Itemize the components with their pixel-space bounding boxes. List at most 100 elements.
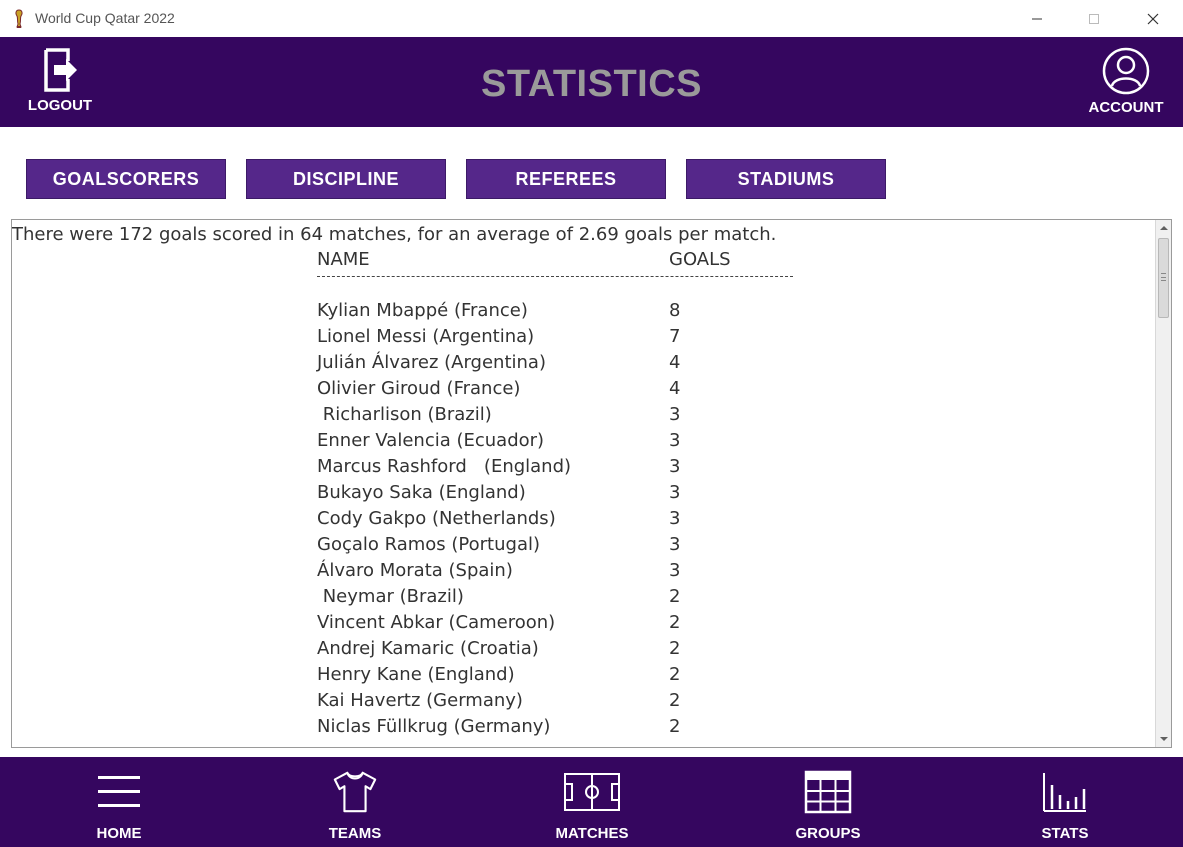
minimize-icon [1032,18,1042,19]
player-name: Enner Valencia (Ecuador) [317,430,545,451]
nav-groups[interactable]: GROUPS [758,769,898,842]
window-title: World Cup Qatar 2022 [35,10,175,26]
table-row: Enner Valencia (Ecuador) 3 [12,430,1152,456]
menu-icon [98,776,140,807]
account-label: ACCOUNT [1088,99,1164,116]
table-row: Niclas Füllkrug (Germany) 2 [12,716,1152,742]
nav-stats[interactable]: STATS [995,769,1135,842]
player-goals: 2 [669,716,681,737]
nav-stats-label: STATS [1041,825,1089,842]
player-name: Neymar (Brazil) [317,586,464,607]
bottom-nav: HOME TEAMS MATCHES [0,757,1183,847]
player-goals: 2 [669,690,681,711]
summary-text: There were 172 goals scored in 64 matche… [12,224,777,245]
column-header-goals: GOALS [669,249,731,270]
nav-home-label: HOME [96,825,142,842]
nav-teams-label: TEAMS [328,825,382,842]
grid-icon [804,770,852,814]
player-name: Niclas Füllkrug (Germany) [317,716,551,737]
table-row: Marcus Rashford (England) 3 [12,456,1152,482]
player-name: Kylian Mbappé (France) [317,300,528,321]
table-row: Andrej Kamaric (Croatia) 2 [12,638,1152,664]
scorer-list: Kylian Mbappé (France) 8 Lionel Messi (Arg… [12,300,1152,742]
nav-home[interactable]: HOME [49,769,189,842]
player-goals: 3 [669,508,681,529]
player-name: Henry Kane (England) [317,664,515,685]
maximize-icon [1089,13,1099,24]
player-goals: 7 [669,326,681,347]
player-goals: 3 [669,456,681,477]
scroll-down-button[interactable] [1156,731,1171,747]
player-name: Lionel Messi (Argentina) [317,326,535,347]
player-name: Cody Gakpo (Netherlands) [317,508,556,529]
tab-discipline[interactable]: DISCIPLINE [246,159,446,199]
shirt-icon [333,771,377,813]
table-row: Julián Álvarez (Argentina) 4 [12,352,1152,378]
arrow-down-icon [1160,737,1168,741]
player-goals: 2 [669,664,681,685]
logout-label: LOGOUT [27,97,93,114]
vertical-scrollbar[interactable] [1155,220,1171,747]
tab-goalscorers[interactable]: GOALSCORERS [26,159,226,199]
table-row: Henry Kane (England) 2 [12,664,1152,690]
table-row: Olivier Giroud (France) 4 [12,378,1152,404]
scroll-thumb[interactable] [1158,238,1169,318]
nav-groups-label: GROUPS [795,825,861,842]
table-row: Álvaro Morata (Spain) 3 [12,560,1152,586]
table-row: Richarlison (Brazil) 3 [12,404,1152,430]
arrow-up-icon [1160,226,1168,230]
table-row: Kylian Mbappé (France) 8 [12,300,1152,326]
player-name: Andrej Kamaric (Croatia) [317,638,539,659]
player-name: Álvaro Morata (Spain) [317,560,513,581]
pitch-icon [564,773,620,811]
account-button[interactable]: ACCOUNT [1083,47,1169,116]
trophy-icon [15,9,23,28]
close-button[interactable] [1130,0,1176,37]
player-name: Goçalo Ramos (Portugal) [317,534,541,555]
separator-line [317,276,793,277]
player-name: Richarlison (Brazil) [317,404,492,425]
player-name: Marcus Rashford (England) [317,456,572,477]
maximize-button[interactable] [1071,0,1117,37]
player-name: Kai Havertz (Germany) [317,690,523,711]
table-row: Bukayo Saka (England) 3 [12,482,1152,508]
app-header: LOGOUT STATISTICS ACCOUNT [0,37,1183,127]
player-goals: 3 [669,534,681,555]
player-goals: 3 [669,482,681,503]
player-goals: 2 [669,586,681,607]
table-row: Neymar (Brazil) 2 [12,586,1152,612]
table-row: Cody Gakpo (Netherlands) 3 [12,508,1152,534]
nav-teams[interactable]: TEAMS [285,769,425,842]
logout-icon [44,48,77,92]
tab-stadiums[interactable]: STADIUMS [686,159,886,199]
player-name: Olivier Giroud (France) [317,378,521,399]
grip-icon [1161,273,1166,281]
player-goals: 4 [669,352,681,373]
tab-referees[interactable]: REFEREES [466,159,666,199]
player-goals: 2 [669,638,681,659]
window-titlebar: World Cup Qatar 2022 [0,0,1183,37]
table-row: Vincent Abkar (Cameroon) 2 [12,612,1152,638]
scroll-up-button[interactable] [1156,220,1171,236]
player-name: Bukayo Saka (England) [317,482,526,503]
player-name: Vincent Abkar (Cameroon) [317,612,556,633]
table-row: Kai Havertz (Germany) 2 [12,690,1152,716]
player-name: Julián Álvarez (Argentina) [317,352,546,373]
bar-chart-icon [1043,773,1086,812]
stats-text-area[interactable]: There were 172 goals scored in 64 matche… [11,219,1172,748]
user-icon [1102,47,1150,95]
player-goals: 2 [669,612,681,633]
player-goals: 4 [669,378,681,399]
nav-matches-label: MATCHES [555,825,629,842]
table-row: Lionel Messi (Argentina) 7 [12,326,1152,352]
minimize-button[interactable] [1014,0,1060,37]
player-goals: 3 [669,430,681,451]
player-goals: 3 [669,404,681,425]
column-header-name: NAME [317,249,370,270]
nav-matches[interactable]: MATCHES [522,769,662,842]
logout-button[interactable]: LOGOUT [25,47,95,114]
table-row: Goçalo Ramos (Portugal) 3 [12,534,1152,560]
player-goals: 8 [669,300,681,321]
close-icon [1147,13,1159,24]
page-title: STATISTICS [480,63,703,105]
